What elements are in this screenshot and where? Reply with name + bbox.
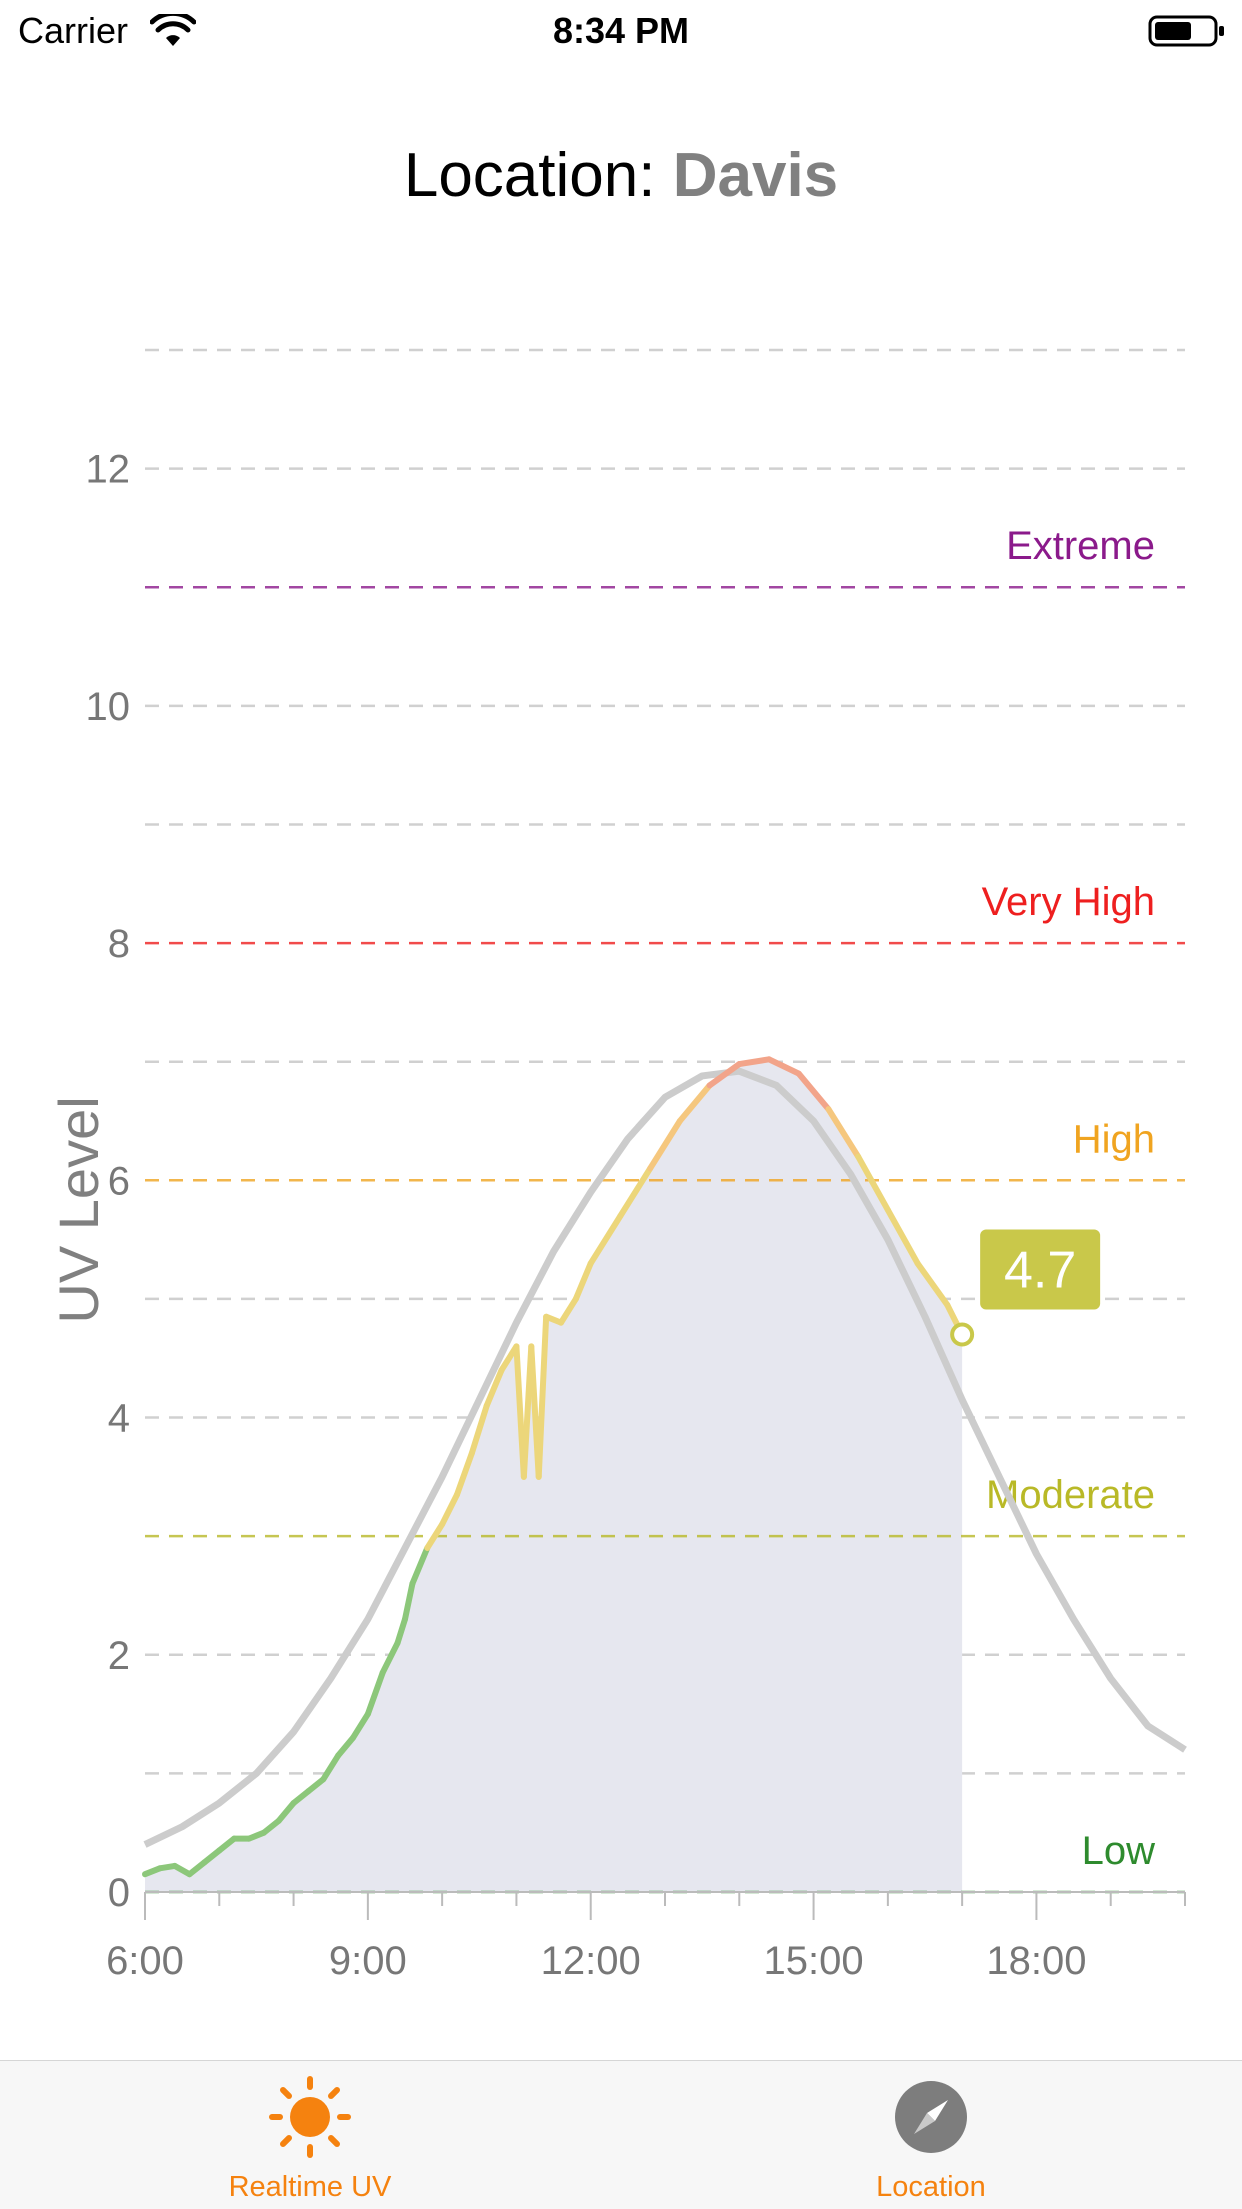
- measured-line-segment: [483, 1367, 505, 1409]
- threshold-label: High: [1073, 1117, 1155, 1161]
- measured-line-segment: [290, 1788, 312, 1807]
- measured-line-segment: [535, 1313, 550, 1480]
- measured-area: [145, 1059, 963, 1892]
- measured-line-segment: [914, 1260, 951, 1308]
- tab-location[interactable]: Location: [731, 2061, 1131, 2209]
- page-title: Location: Davis: [0, 140, 1242, 211]
- measured-line-segment: [201, 1847, 223, 1866]
- measured-line-segment: [706, 1061, 743, 1089]
- x-tick-label: 12:00: [541, 1939, 641, 1983]
- measured-line-segment: [402, 1580, 416, 1623]
- location-title-prefix: Location:: [403, 141, 673, 210]
- x-tick-label: 15:00: [764, 1939, 864, 1983]
- measured-line-segment: [736, 1056, 772, 1068]
- x-tick-label: 6:00: [106, 1939, 184, 1983]
- measured-line-segment: [260, 1817, 282, 1836]
- forecast-line: [143, 1067, 1187, 1848]
- x-tick-label: 9:00: [329, 1939, 407, 1983]
- measured-line-segment: [676, 1082, 713, 1124]
- y-tick-label: 12: [86, 448, 131, 492]
- y-tick-label: 2: [108, 1634, 130, 1678]
- measured-line-segment: [766, 1056, 802, 1077]
- tab-realtime-uv[interactable]: Realtime UV: [110, 2061, 510, 2209]
- measured-line-segment: [335, 1734, 356, 1759]
- clock-label: 8:34 PM: [552, 10, 690, 51]
- y-tick-label: 8: [108, 922, 130, 966]
- y-tick-label: 10: [86, 685, 131, 729]
- location-name: Davis: [672, 141, 839, 210]
- measured-line-segment: [572, 1260, 594, 1302]
- measured-line-segment: [454, 1450, 475, 1498]
- measured-line-segment: [617, 1165, 654, 1219]
- carrier-label: Carrier: [18, 10, 129, 51]
- threshold-label: Very High: [982, 880, 1155, 924]
- x-tick-label: 18:00: [986, 1939, 1086, 1983]
- threshold-label: Low: [1082, 1829, 1155, 1873]
- measured-line-segment: [394, 1616, 408, 1646]
- measured-line-segment: [186, 1859, 208, 1878]
- measured-line-segment: [350, 1711, 371, 1741]
- y-axis-label: UV Level: [47, 1096, 110, 1323]
- measured-line-segment: [275, 1800, 297, 1824]
- current-value-badge: [980, 1229, 1101, 1310]
- measured-line-segment: [320, 1752, 342, 1783]
- measured-line-segment: [884, 1206, 921, 1267]
- measured-line-segment: [558, 1295, 579, 1326]
- measured-line-segment: [379, 1639, 401, 1676]
- measured-line-segment: [855, 1153, 891, 1213]
- y-tick-label: 6: [108, 1159, 130, 1203]
- current-value-dot: [950, 1322, 975, 1347]
- compass-icon: [895, 2081, 967, 2153]
- tab-location-label: Location: [876, 2171, 986, 2203]
- measured-line-segment: [587, 1212, 624, 1267]
- measured-line-segment: [424, 1521, 446, 1552]
- y-tick-label: 0: [108, 1871, 130, 1915]
- measured-line-segment: [795, 1070, 832, 1113]
- current-value-label: 4.7: [1004, 1242, 1076, 1300]
- tab-bar: Realtime UV Location: [0, 2060, 1242, 2209]
- tab-realtime-uv-label: Realtime UV: [228, 2171, 392, 2203]
- measured-line-segment: [409, 1545, 431, 1587]
- measured-line-segment: [439, 1491, 460, 1528]
- measured-line-segment: [364, 1669, 386, 1718]
- sun-icon: [269, 2076, 351, 2158]
- status-bar: Carrier 8:34 PM: [0, 0, 1242, 62]
- measured-line-segment: [305, 1776, 327, 1795]
- battery-icon: [1148, 15, 1224, 47]
- measured-line-segment: [647, 1118, 683, 1172]
- measured-line-segment: [825, 1106, 862, 1160]
- uv-chart: Low Moderate High Very High Extreme 0 2 4 6 8 10 12…: [0, 300, 1242, 2000]
- measured-line-segment: [468, 1402, 490, 1457]
- threshold-label: Extreme: [1006, 524, 1155, 568]
- wifi-icon: [150, 14, 196, 46]
- measured-line-segment: [216, 1835, 238, 1854]
- y-tick-label: 4: [108, 1397, 130, 1441]
